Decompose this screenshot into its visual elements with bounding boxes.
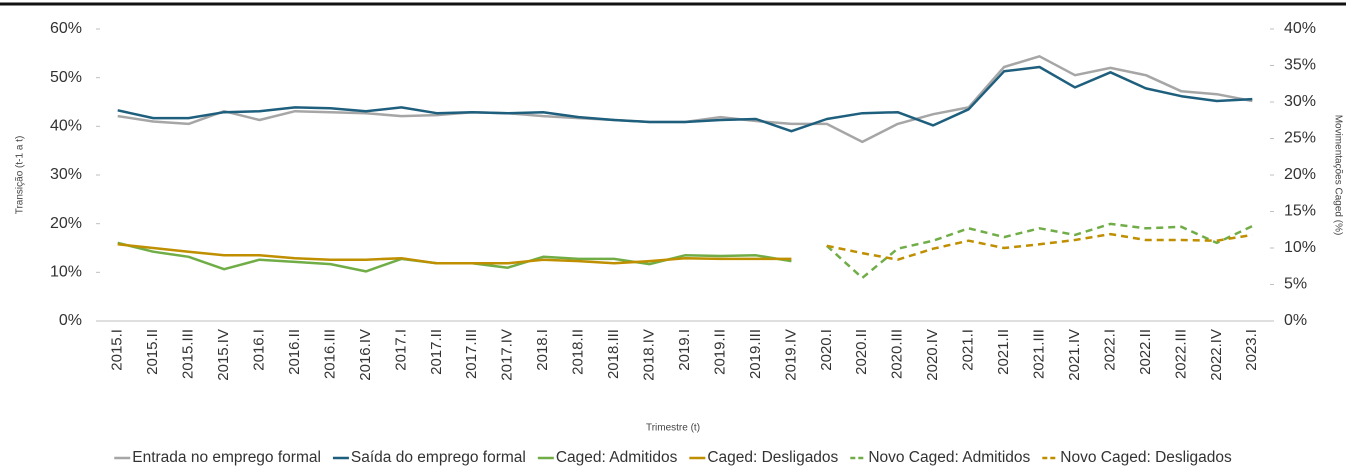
- series-line: [117, 243, 792, 265]
- x-tick-label: 2020.IV: [924, 329, 941, 381]
- y2-tick-label: 15%: [1284, 203, 1316, 220]
- x-tick-label: 2018.IV: [641, 329, 658, 381]
- x-tick-label: 2018.I: [534, 329, 551, 371]
- series-line: [826, 232, 1253, 261]
- x-tick-label: 2016.I: [251, 329, 268, 371]
- series-line: [825, 222, 1253, 280]
- x-tick-label: 2023.I: [1243, 329, 1260, 371]
- y2-tick-label: 30%: [1284, 93, 1316, 110]
- x-tick-label: 2022.I: [1101, 329, 1118, 371]
- legend-label: Novo Caged: Desligados: [1060, 449, 1232, 466]
- x-tick-label: 2016.III: [321, 329, 338, 379]
- y-tick-label: 30%: [50, 166, 82, 183]
- x-tick-label: 2022.IV: [1208, 329, 1225, 381]
- x-tick-label: 2017.IV: [499, 329, 516, 381]
- x-tick-label: 2015.II: [144, 329, 161, 375]
- legend-label: Saída do emprego formal: [351, 449, 526, 466]
- x-tick-label: 2021.II: [995, 329, 1012, 375]
- series-line: [117, 65, 1253, 133]
- x-tick-label: 2016.II: [286, 329, 303, 375]
- x-tick-label: 2018.II: [570, 329, 587, 375]
- x-axis-title: Trimestre (t): [646, 423, 700, 434]
- y-tick-label: 20%: [50, 215, 82, 232]
- y2-tick-label: 5%: [1284, 276, 1307, 293]
- x-tick-label: 2019.II: [711, 329, 728, 375]
- y-tick-label: 40%: [50, 118, 82, 135]
- x-tick-label: 2018.III: [605, 329, 622, 379]
- y2-tick-label: 0%: [1284, 312, 1307, 329]
- series-line: [117, 55, 1253, 144]
- y-tick-label: 50%: [50, 69, 82, 86]
- legend-label: Novo Caged: Admitidos: [868, 449, 1030, 466]
- x-tick-label: 2019.IV: [782, 329, 799, 381]
- y2-tick-label: 35%: [1284, 57, 1316, 74]
- y2-tick-label: 10%: [1284, 239, 1316, 256]
- legend-label: Caged: Desligados: [707, 449, 838, 466]
- x-tick-label: 2021.IV: [1066, 329, 1083, 381]
- y-tick-label: 0%: [59, 312, 82, 329]
- x-tick-label: 2015.IV: [215, 329, 232, 381]
- legend-label: Entrada no emprego formal: [132, 449, 321, 466]
- x-tick-label: 2019.III: [747, 329, 764, 379]
- x-tick-label: 2020.I: [818, 329, 835, 371]
- y-axis-title: Transição (t-1 a t): [15, 136, 26, 215]
- x-tick-label: 2017.I: [392, 329, 409, 371]
- x-tick-label: 2015.III: [180, 329, 197, 379]
- y2-tick-label: 20%: [1284, 166, 1316, 183]
- x-tick-label: 2022.III: [1172, 329, 1189, 379]
- x-tick-label: 2021.III: [1031, 329, 1048, 379]
- y-tick-label: 10%: [50, 264, 82, 281]
- y2-tick-label: 25%: [1284, 130, 1316, 147]
- y2-axis-title: Movimentações Caged (%): [1332, 115, 1343, 236]
- legend-label: Caged: Admitidos: [556, 449, 678, 466]
- x-tick-label: 2021.I: [960, 329, 977, 371]
- x-tick-label: 2017.II: [428, 329, 445, 375]
- x-tick-label: 2015.I: [109, 329, 126, 371]
- y-tick-label: 60%: [50, 20, 82, 37]
- x-tick-label: 2020.III: [889, 329, 906, 379]
- x-tick-label: 2020.II: [853, 329, 870, 375]
- x-tick-label: 2022.II: [1137, 329, 1154, 375]
- x-tick-label: 2017.III: [463, 329, 480, 379]
- x-tick-label: 2016.IV: [357, 329, 374, 381]
- y2-tick-label: 40%: [1284, 20, 1316, 37]
- x-tick-label: 2019.I: [676, 329, 693, 371]
